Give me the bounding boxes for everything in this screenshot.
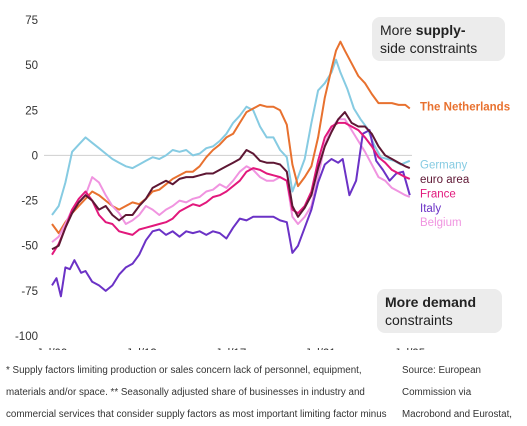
x-tick-label: Jul/21 (305, 348, 336, 350)
footnote-text: * Supply factors limiting production or … (6, 360, 396, 426)
legend-labels: Germany The Netherlands euro area France Ita… (420, 102, 510, 230)
x-tick-label: Jul/09 (37, 348, 68, 350)
legend-label-italy: Italy (420, 203, 441, 215)
legend-label-the-netherlands: The Netherlands (420, 102, 510, 114)
legend-label-euro-area: euro area (420, 174, 470, 186)
y-tick-label: 25 (25, 105, 38, 117)
demand-annotation: More demand constraints (377, 289, 502, 333)
series-line-germany (51, 58, 411, 216)
demand-annotation-line2: constraints (385, 312, 453, 328)
footnote-line: * Supply factors limiting production or … (6, 365, 362, 376)
x-tick-label: Jul/13 (126, 348, 157, 350)
y-tick-label: 50 (25, 60, 38, 72)
legend-label-belgium: Belgium (420, 217, 462, 229)
legend-label-germany: Germany (420, 159, 468, 171)
y-tick-label: 75 (25, 15, 38, 27)
x-tick-label: Jul/25 (394, 348, 425, 350)
y-tick-label: -100 (15, 331, 38, 343)
y-tick-label: -25 (21, 196, 38, 208)
demand-annotation-line1: More demand (385, 294, 477, 310)
supply-annotation-plain: More (380, 22, 416, 38)
source-line: Source: European (402, 365, 481, 376)
source-text: Source: European Commission via Macrobon… (402, 360, 524, 426)
series-line-euro-area (51, 111, 411, 251)
footnote-line: materials and/or space. ** Seasonally ad… (6, 387, 365, 398)
x-tick-label: Jul/17 (216, 348, 247, 350)
y-tick-label: -50 (21, 241, 38, 253)
supply-annotation-line2: side constraints (380, 40, 478, 56)
y-tick-label: 0 (32, 150, 38, 162)
series-line-france (51, 121, 411, 256)
series-line-italy (51, 129, 411, 298)
y-axis-ticks: 75 50 25 0 -25 -50 -75 -100 (15, 15, 38, 343)
supply-annotation: More supply- side constraints (372, 17, 505, 61)
series-lines (51, 40, 411, 298)
x-axis-ticks: Jul/09 Jul/13 Jul/17 Jul/21 Jul/25 (37, 348, 425, 350)
supply-annotation-bold: supply- (415, 22, 466, 38)
source-line: Commission via (402, 387, 472, 398)
source-line: Macrobond and Eurostat, (402, 409, 513, 420)
series-line-belgium (51, 118, 411, 243)
footnote-line: commercial services that consider supply… (6, 409, 387, 420)
legend-label-france: France (420, 188, 456, 200)
y-tick-label: -75 (21, 286, 38, 298)
